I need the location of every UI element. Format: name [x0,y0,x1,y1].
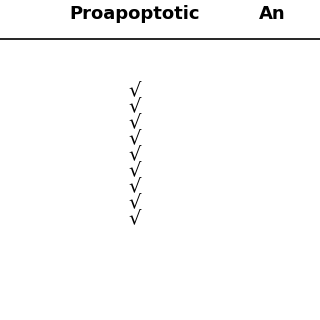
Text: An: An [259,5,285,23]
Text: √: √ [128,145,140,164]
Text: √: √ [128,97,140,116]
Text: Proapoptotic: Proapoptotic [69,5,200,23]
Text: √: √ [128,81,140,100]
Text: √: √ [128,208,140,227]
Text: √: √ [128,176,140,196]
Text: √: √ [128,129,140,148]
Text: √: √ [128,160,140,180]
Text: √: √ [128,113,140,132]
Text: √: √ [128,192,140,212]
